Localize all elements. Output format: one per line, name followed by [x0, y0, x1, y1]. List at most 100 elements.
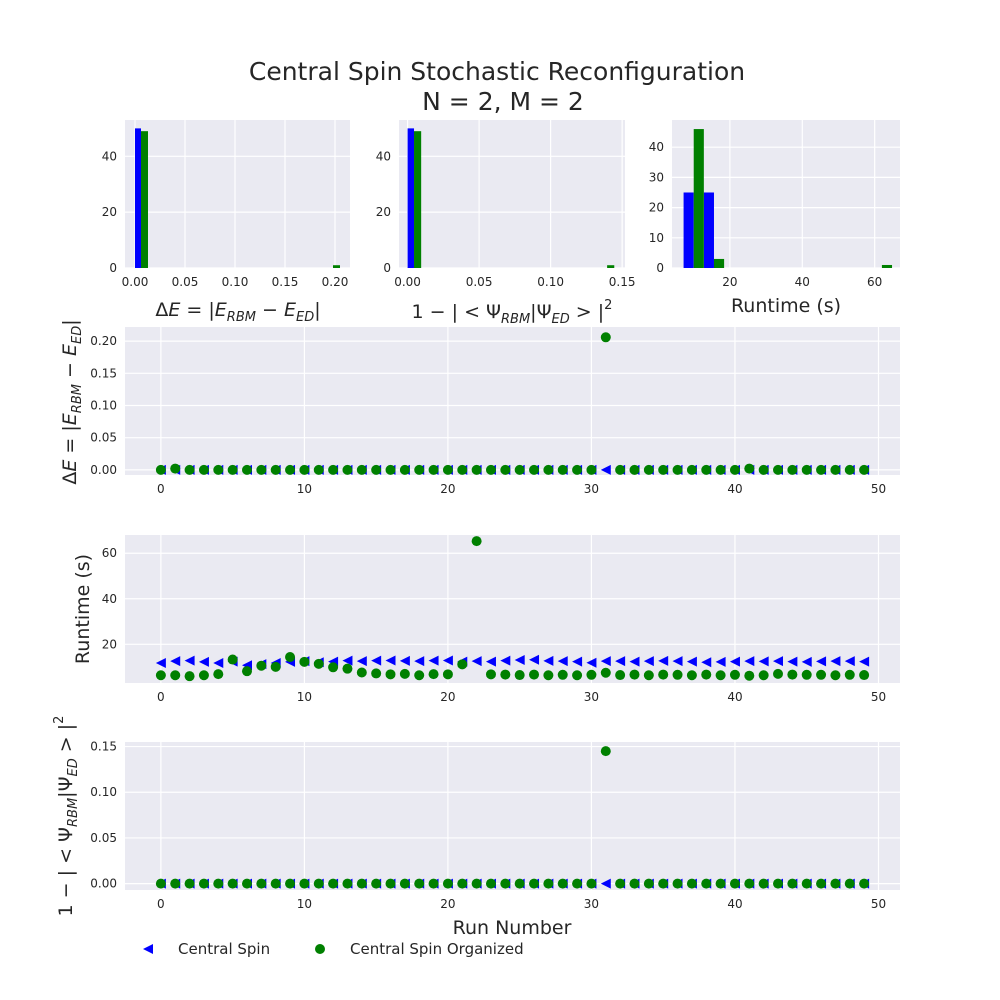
scatter_runtime-point-central-spin-36	[672, 656, 683, 667]
legend-marker-central-spin-organized	[315, 944, 325, 954]
scatter_runtime-xtick-label-4: 40	[727, 690, 742, 704]
scatter_energy-point-organized-17	[399, 464, 410, 475]
scatter_runtime-point-organized-40	[729, 669, 740, 680]
scatter_fidelity-point-organized-22	[471, 878, 482, 889]
scatter_energy-xtick-label-3: 30	[584, 482, 599, 496]
scatter_fidelity-point-organized-21	[457, 878, 468, 889]
scatter_fidelity-point-organized-14	[356, 878, 367, 889]
scatter_runtime-point-central-spin-48	[844, 656, 855, 667]
scatter_fidelity-point-organized-29	[572, 878, 583, 889]
scatter_runtime-point-central-spin-26	[529, 654, 540, 665]
scatter_runtime-point-central-spin-22	[471, 656, 482, 667]
scatter_fidelity-point-organized-23	[485, 878, 496, 889]
hist_energy-ytick-label-1: 20	[102, 205, 117, 219]
hist_energy-xtick-label-1: 0.05	[172, 275, 199, 289]
scatter_energy-xtick-label-5: 50	[871, 482, 886, 496]
scatter_fidelity-point-organized-9	[285, 878, 296, 889]
scatter_energy-point-organized-22	[471, 464, 482, 475]
scatter_fidelity-xtick-label-4: 40	[727, 897, 742, 911]
scatter_fidelity-point-organized-12	[328, 878, 339, 889]
scatter_energy-point-organized-6	[241, 464, 252, 475]
scatter-runtime-ylabel: Runtime (s)	[72, 554, 94, 664]
scatter_energy-point-organized-27	[543, 464, 554, 475]
hist_fidelity-ytick-label-1: 20	[376, 205, 391, 219]
scatter_fidelity-point-organized-27	[543, 878, 554, 889]
scatter_energy-point-organized-39	[715, 464, 726, 475]
scatter_runtime-point-central-spin-1	[170, 656, 181, 667]
scatter_runtime-point-organized-24	[500, 669, 511, 680]
scatter_energy-point-organized-46	[816, 464, 827, 475]
hist_energy-plot-area	[125, 120, 350, 268]
scatter_runtime-point-organized-39	[715, 670, 726, 681]
scatter_fidelity-point-organized-2	[184, 878, 195, 889]
scatter_fidelity-point-organized-0	[155, 878, 166, 889]
hist_fidelity-xtick-label-3: 0.15	[609, 275, 636, 289]
scatter_energy-point-organized-5	[227, 464, 238, 475]
scatter_energy-ytick-label-0: 0.00	[90, 463, 117, 477]
scatter_fidelity-point-organized-20	[442, 878, 453, 889]
scatter_runtime-point-organized-26	[529, 669, 540, 680]
scatter_fidelity-point-organized-5	[227, 878, 238, 889]
scatter_energy-point-organized-20	[442, 464, 453, 475]
scatter_energy-xtick-label-2: 20	[440, 482, 455, 496]
scatter_energy-point-organized-29	[572, 464, 583, 475]
scatter_fidelity-point-organized-8	[270, 878, 281, 889]
histogram-runtime-panel: 20 40 60 0 10 20 30 40	[649, 120, 900, 289]
scatter_runtime-point-central-spin-14	[356, 656, 367, 667]
scatter_runtime-point-central-spin-31	[600, 656, 611, 667]
scatter_fidelity-point-organized-35	[658, 878, 669, 889]
scatter_fidelity-point-organized-17	[399, 878, 410, 889]
scatter_runtime-point-organized-35	[658, 669, 669, 680]
hist_fidelity-bar-s1-0	[414, 131, 422, 268]
hist_energy-xtick-label-4: 0.20	[322, 275, 349, 289]
scatter_runtime-point-central-spin-29	[572, 656, 583, 667]
scatter_runtime-point-organized-49	[859, 670, 870, 681]
hist_runtime-bar-s0-1	[703, 192, 714, 268]
scatter_runtime-xtick-label-3: 30	[584, 690, 599, 704]
scatter-runtime-panel: 0 10 20 30 40 50 20 40 60	[102, 535, 900, 704]
scatter_runtime-point-organized-28	[557, 669, 568, 680]
scatter_runtime-point-organized-7	[256, 660, 267, 671]
scatter_energy-point-organized-9	[285, 464, 296, 475]
scatter_fidelity-point-organized-44	[787, 878, 798, 889]
scatter_energy-point-organized-26	[529, 464, 540, 475]
scatter_runtime-point-organized-46	[816, 669, 827, 680]
hist_runtime-ytick-label-0: 0	[656, 261, 664, 275]
histogram-fidelity-panel: 0.00 0.05 0.10 0.15 0 20 40	[376, 120, 636, 289]
scatter_runtime-point-central-spin-49	[859, 656, 870, 667]
scatter_runtime-point-organized-47	[830, 670, 841, 681]
scatter_runtime-point-organized-37	[686, 670, 697, 681]
hist_runtime-bar-s1-2	[881, 264, 893, 268]
scatter_runtime-point-central-spin-15	[371, 655, 382, 666]
scatter_runtime-point-central-spin-33	[629, 656, 640, 667]
scatter_runtime-point-central-spin-39	[715, 656, 726, 667]
scatter_energy-point-organized-12	[328, 464, 339, 475]
scatter_energy-point-organized-40	[729, 464, 740, 475]
hist_fidelity-plot-area	[399, 120, 625, 268]
scatter_runtime-point-central-spin-18	[414, 656, 425, 667]
scatter_fidelity-point-organized-24	[500, 878, 511, 889]
scatter_fidelity-point-organized-15	[371, 878, 382, 889]
scatter_fidelity-point-central-spin-31	[600, 878, 611, 889]
scatter_energy-xtick-label-1: 10	[297, 482, 312, 496]
scatter_runtime-point-organized-23	[485, 669, 496, 680]
scatter_runtime-point-organized-48	[844, 669, 855, 680]
scatter_runtime-point-organized-13	[342, 663, 353, 674]
hist_energy-xtick-label-3: 0.15	[272, 275, 299, 289]
scatter_energy-xtick-label-0: 0	[157, 482, 165, 496]
scatter-energy-ylabel: ΔE = |ERBM − EED|	[59, 319, 85, 484]
scatter_energy-point-organized-34	[643, 464, 654, 475]
hist_energy-xtick-label-0: 0.00	[122, 275, 149, 289]
scatter_runtime-point-organized-44	[787, 669, 798, 680]
scatter_runtime-point-central-spin-37	[686, 656, 697, 667]
scatter_runtime-point-organized-30	[586, 669, 597, 680]
scatter_energy-point-organized-32	[615, 464, 626, 475]
scatter_runtime-ytick-label-0: 20	[102, 637, 117, 651]
scatter_fidelity-xtick-label-2: 20	[440, 897, 455, 911]
scatter_fidelity-point-organized-39	[715, 878, 726, 889]
scatter_runtime-point-organized-0	[155, 670, 166, 681]
scatter_energy-point-organized-0	[155, 464, 166, 475]
scatter_fidelity-point-organized-30	[586, 878, 597, 889]
scatter_fidelity-point-organized-36	[672, 878, 683, 889]
scatter_runtime-point-organized-3	[198, 670, 209, 681]
